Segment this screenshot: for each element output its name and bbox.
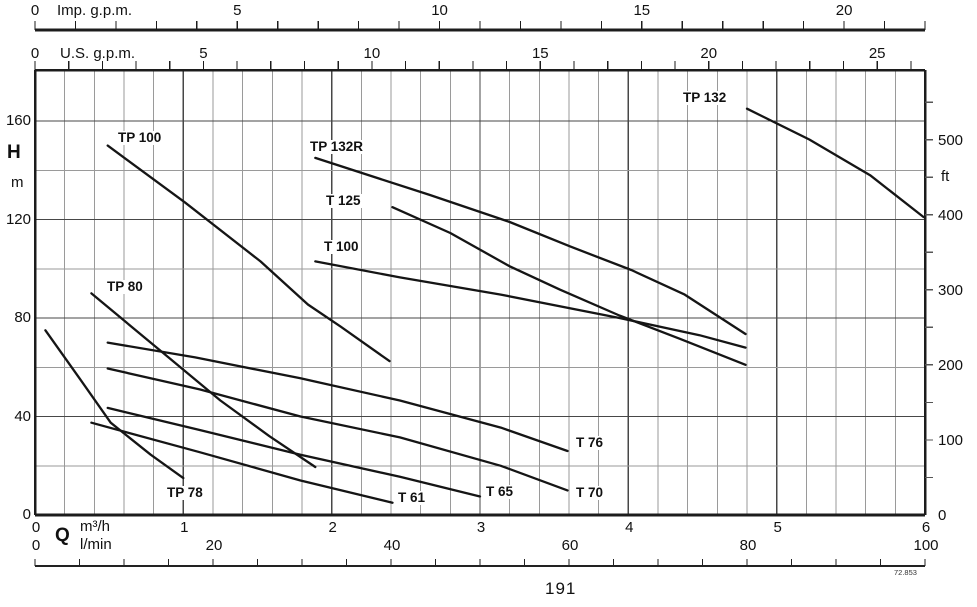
head-axis-unit-ft: ft: [941, 168, 950, 185]
head-ft-tick-label: 100: [938, 431, 964, 449]
curve-t-125: [391, 206, 747, 366]
curve-tp-132r: [314, 156, 747, 336]
flow-m3h-tick-label: 3: [476, 519, 486, 536]
imp-gpm-tick-label: 15: [633, 2, 651, 19]
curve-label-t-76: T 76: [574, 435, 606, 451]
curve-label-tp-132: TP 132: [681, 90, 729, 106]
us-gpm-tick-label: 20: [700, 45, 718, 62]
curve-t-100: [314, 260, 747, 349]
head-m-tick-label: 0: [22, 506, 31, 523]
flow-lmin-tick-label: 100: [913, 537, 939, 554]
flow-m3h-tick-label: 5: [773, 519, 782, 536]
head-m-tick-label: 80: [14, 309, 31, 326]
head-m-tick-label: 120: [5, 210, 31, 228]
flow-m3h-tick-label: 6: [921, 519, 931, 536]
curve-label-t-125: T 125: [324, 193, 363, 209]
head-m-tick-label: 160: [5, 112, 31, 129]
curve-label-tp-78: TP 78: [165, 485, 205, 501]
imp-gpm-tick-label: 0: [30, 2, 40, 19]
page-number: 191: [545, 579, 577, 598]
curve-label-tp-100: TP 100: [116, 130, 164, 146]
curve-tp-78: [44, 329, 185, 480]
flow-lmin-tick-label: 60: [561, 537, 579, 554]
flow-lmin-tick-label: 0: [31, 537, 41, 554]
head-ft-tick-label: 300: [938, 281, 964, 299]
curve-label-t-61: T 61: [396, 490, 428, 506]
flow-unit-lmin: l/min: [80, 536, 112, 553]
curve-tp-100: [106, 144, 391, 363]
imp-gpm-tick-label: 5: [233, 2, 242, 19]
us-gpm-tick-label: 0: [30, 45, 40, 62]
flow-m3h-tick-label: 1: [180, 519, 189, 536]
flow-lmin-tick-label: 80: [739, 537, 757, 554]
head-ft-tick-label: 200: [938, 356, 964, 374]
curve-label-t-65: T 65: [484, 484, 516, 500]
flow-m3h-tick-label: 4: [625, 519, 634, 536]
us-gpm-tick-label: 10: [363, 45, 381, 62]
head-axis-title: H: [7, 142, 21, 163]
us-gpm-tick-label: 5: [199, 45, 208, 62]
us-gpm-tick-label: 15: [531, 45, 549, 62]
flow-unit-m3h: m³/h: [80, 518, 110, 535]
flow-m3h-tick-label: 0: [31, 519, 41, 536]
curve-tp-132: [745, 107, 925, 219]
imp-gpm-tick-label: 20: [835, 2, 853, 19]
us-gpm-axis-title: U.S. g.p.m.: [60, 45, 136, 62]
curve-t-70: [106, 367, 569, 492]
head-ft-tick-label: 0: [938, 507, 947, 524]
imp-gpm-tick-label: 10: [431, 2, 448, 19]
imp-gpm-axis-title: Imp. g.p.m.: [57, 2, 133, 19]
head-m-tick-label: 40: [14, 407, 31, 425]
curve-t-65: [106, 406, 482, 498]
curve-label-tp-80: TP 80: [105, 279, 145, 295]
head-axis-unit-m: m: [11, 174, 24, 191]
curve-tp-80: [90, 292, 317, 469]
flow-lmin-tick-label: 40: [383, 537, 401, 554]
head-ft-tick-label: 400: [938, 206, 964, 224]
curve-label-t-70: T 70: [574, 485, 606, 501]
curve-t-76: [106, 341, 569, 453]
flow-axis-title: Q: [55, 525, 70, 546]
curve-t-61: [90, 421, 394, 504]
curve-label-tp-132r: TP 132R: [308, 139, 366, 155]
figure-code: 72.853: [894, 568, 917, 577]
head-ft-tick-label: 500: [938, 131, 964, 149]
curve-label-t-100: T 100: [322, 239, 361, 255]
flow-lmin-tick-label: 20: [205, 537, 223, 554]
flow-m3h-tick-label: 2: [328, 519, 337, 536]
us-gpm-tick-label: 25: [868, 45, 886, 62]
